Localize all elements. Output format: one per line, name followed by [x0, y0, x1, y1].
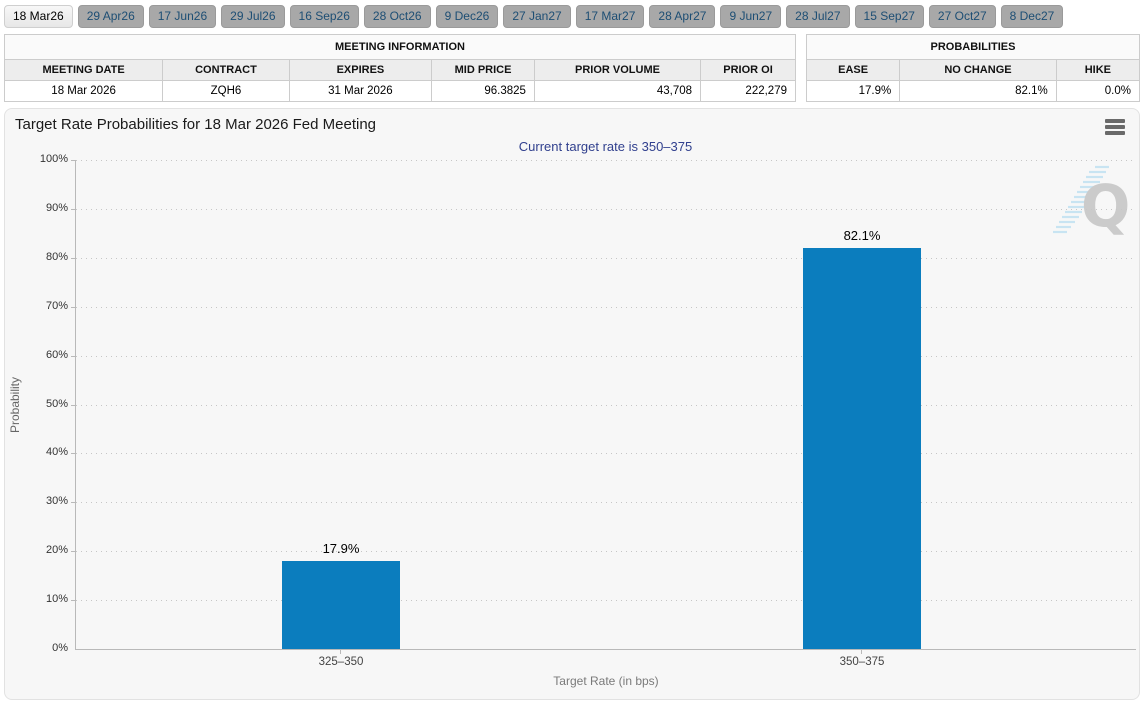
- y-tick-label: 100%: [39, 153, 68, 165]
- y-tick-mark: [71, 257, 76, 259]
- col-expires: EXPIRES: [288, 59, 433, 81]
- col-prior-oi: PRIOR OI: [700, 59, 796, 81]
- tab-28-oct26[interactable]: 28 Oct26: [363, 5, 431, 28]
- tab-15-sep27[interactable]: 15 Sep27: [854, 5, 924, 28]
- gridline: [76, 551, 1136, 553]
- prior-oi-value: 222,279: [700, 80, 796, 102]
- meeting-information-table: MEETING INFORMATION MEETING DATE CONTRAC…: [3, 34, 796, 102]
- col-meeting-date: MEETING DATE: [3, 59, 164, 81]
- bar-325-350: 17.9%: [282, 160, 400, 649]
- tab-28-jul27[interactable]: 28 Jul27: [786, 5, 850, 28]
- y-tick-mark: [71, 600, 76, 602]
- tab-16-sep26[interactable]: 16 Sep26: [289, 5, 359, 28]
- bar-value-label: 17.9%: [322, 541, 360, 557]
- gridline: [76, 306, 1136, 308]
- no-change-value: 82.1%: [899, 80, 1057, 102]
- y-tick-label: 50%: [45, 397, 68, 410]
- chart-subtitle: Current target rate is 350–375: [518, 139, 693, 154]
- tab-29-jul26[interactable]: 29 Jul26: [221, 5, 285, 28]
- tab-29-apr26[interactable]: 29 Apr26: [77, 5, 144, 28]
- tab-28-apr27[interactable]: 28 Apr27: [649, 5, 716, 28]
- y-tick-mark: [71, 551, 76, 553]
- col-no-change: NO CHANGE: [899, 59, 1057, 81]
- col-contract: CONTRACT: [162, 59, 290, 81]
- meeting-information-title: MEETING INFORMATION: [4, 34, 796, 60]
- col-mid-price: MID PRICE: [431, 59, 535, 81]
- probabilities-title: PROBABILITIES: [806, 34, 1140, 60]
- prior-volume-value: 43,708: [533, 80, 702, 102]
- col-hike: HIKE: [1055, 59, 1141, 81]
- tab-8-dec27[interactable]: 8 Dec27: [1000, 5, 1064, 28]
- y-tick-label: 30%: [45, 495, 68, 508]
- y-tick-label: 20%: [45, 544, 68, 557]
- y-tick-label: 60%: [45, 348, 68, 361]
- y-tick-mark: [71, 502, 76, 504]
- meeting-tab-bar: 18 Mar26 29 Apr26 17 Jun26 29 Jul26 16 S…: [0, 0, 1144, 34]
- y-tick-mark: [71, 208, 76, 210]
- x-category-label: 325–350: [318, 656, 364, 668]
- y-tick-mark: [71, 453, 76, 455]
- plot-area: 100% 90% 80% 70% 60% 50% 40% 30% 20% 10%…: [40, 153, 1136, 688]
- hamburger-menu-icon[interactable]: [1105, 119, 1125, 137]
- svg-text:Q: Q: [1081, 172, 1130, 238]
- gridline: [76, 502, 1136, 504]
- x-category-label: 350–375: [839, 656, 885, 668]
- chart-title: Target Rate Probabilities for 18 Mar 202…: [15, 116, 377, 133]
- expires-value: 31 Mar 2026: [288, 80, 433, 102]
- tab-17-mar27[interactable]: 17 Mar27: [575, 5, 645, 28]
- y-tick-label: 10%: [45, 593, 68, 606]
- gridline: [76, 257, 1136, 259]
- info-tables: MEETING INFORMATION MEETING DATE CONTRAC…: [0, 34, 1144, 102]
- y-tick-mark: [71, 355, 76, 357]
- tab-18-mar26[interactable]: 18 Mar26: [4, 5, 73, 28]
- fedwatch-chart-panel: Target Rate Probabilities for 18 Mar 202…: [4, 108, 1140, 700]
- tab-9-jun27[interactable]: 9 Jun27: [720, 5, 782, 28]
- table-row: 17.9% 82.1% 0.0%: [805, 80, 1141, 102]
- probabilities-table: PROBABILITIES EASE NO CHANGE HIKE 17.9% …: [805, 34, 1141, 102]
- y-tick-label: 40%: [45, 446, 68, 459]
- y-axis-title: Probability: [8, 376, 22, 434]
- y-tick-label: 80%: [45, 250, 68, 263]
- meeting-date-value: 18 Mar 2026: [3, 80, 164, 102]
- mid-price-value: 96.3825: [431, 80, 535, 102]
- y-tick-label: 70%: [45, 299, 68, 312]
- tab-27-oct27[interactable]: 27 Oct27: [928, 5, 996, 28]
- gridline: [76, 160, 1136, 161]
- ease-value: 17.9%: [805, 80, 901, 102]
- gridline: [76, 453, 1136, 455]
- hike-value: 0.0%: [1055, 80, 1141, 102]
- gridline: [76, 355, 1136, 357]
- bar-rect-350-375[interactable]: [803, 247, 921, 649]
- tab-17-jun26[interactable]: 17 Jun26: [148, 5, 217, 28]
- contract-value: ZQH6: [162, 80, 290, 102]
- y-tick-label: 90%: [45, 201, 68, 214]
- tab-9-dec26[interactable]: 9 Dec26: [435, 5, 499, 28]
- gridline: [76, 600, 1136, 602]
- x-axis-title: Target Rate (in bps): [553, 674, 659, 688]
- table-row: 18 Mar 2026 ZQH6 31 Mar 2026 96.3825 43,…: [3, 80, 796, 102]
- tab-27-jan27[interactable]: 27 Jan27: [503, 5, 571, 28]
- bar-rect-325-350[interactable]: [282, 561, 400, 649]
- gridline: [76, 404, 1136, 406]
- col-prior-volume: PRIOR VOLUME: [533, 59, 702, 81]
- x-tick-mark: [861, 649, 862, 654]
- y-tick-mark: [71, 306, 76, 308]
- y-tick-mark: [71, 160, 76, 161]
- x-tick-mark: [340, 649, 341, 654]
- col-ease: EASE: [805, 59, 901, 81]
- quikstrike-q-watermark: Q: [1053, 165, 1130, 238]
- gridline: [76, 208, 1136, 210]
- bar-350-375: 82.1%: [803, 160, 921, 649]
- y-tick-label: 0%: [52, 642, 68, 654]
- bar-value-label: 82.1%: [843, 227, 881, 243]
- y-tick-mark: [71, 404, 76, 406]
